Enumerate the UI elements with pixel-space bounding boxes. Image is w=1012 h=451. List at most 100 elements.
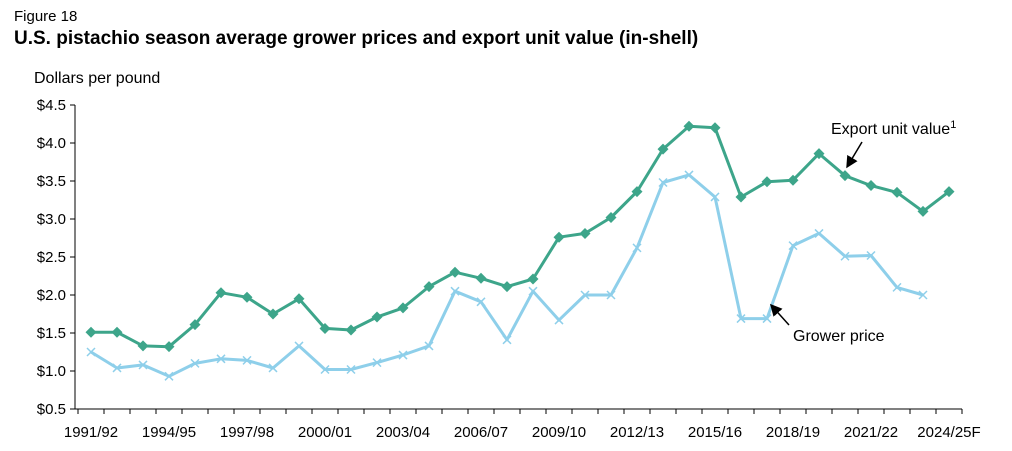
export-unit-value-point — [761, 176, 773, 188]
figure-label: Figure 18 — [14, 8, 78, 25]
export-unit-value-line — [91, 124, 950, 349]
export-unit-value-point — [683, 120, 695, 132]
grower-price-point — [632, 243, 642, 253]
export-unit-value-point — [215, 287, 227, 299]
grower-price-point — [736, 314, 746, 324]
grower-price-point — [346, 364, 356, 375]
x-tick-label: 2000/01 — [298, 424, 352, 441]
grower-price-point — [190, 358, 200, 368]
grower-price-point — [242, 355, 252, 365]
export-unit-value-point — [787, 174, 799, 186]
export-unit-value-point — [813, 148, 825, 160]
grower-price-point — [892, 282, 902, 292]
grower-price-point — [788, 241, 798, 251]
export-unit-value-label-text: Export unit value — [831, 121, 950, 138]
grower-price-point — [710, 192, 720, 202]
grower-price-point — [684, 170, 694, 180]
series-grower-price — [86, 170, 928, 381]
export-unit-value-point — [631, 186, 643, 198]
x-tick-label: 2012/13 — [610, 424, 664, 441]
grower-price-arrow — [769, 303, 790, 326]
export-unit-value-point — [605, 211, 617, 223]
export-unit-value-point — [475, 272, 487, 284]
export-unit-value-point — [371, 311, 383, 323]
y-tick-label: $2.0 — [37, 287, 66, 304]
x-tick-label: 2006/07 — [454, 424, 508, 441]
export-unit-value-point — [163, 341, 175, 353]
x-tick-label: 2018/19 — [766, 424, 820, 441]
y-tick-label: $4.0 — [37, 135, 66, 152]
grower-price-point — [424, 341, 434, 351]
x-tick-label: 2009/10 — [532, 424, 586, 441]
export-unit-value-point — [189, 319, 201, 331]
x-tick-label: 1994/95 — [142, 424, 196, 441]
export-unit-value-point — [553, 231, 565, 243]
grower-price-point — [372, 358, 382, 368]
grower-price-point — [840, 251, 850, 261]
grower-price-point — [86, 347, 96, 357]
grower-price-point — [580, 290, 590, 300]
export-unit-value-point — [293, 293, 305, 305]
grower-price-point — [866, 250, 876, 261]
export-unit-value-point — [917, 205, 929, 217]
grower-price-point — [658, 177, 668, 188]
export-unit-value-point — [137, 340, 149, 352]
x-tick-label: 2015/16 — [688, 424, 742, 441]
export-unit-value-point — [735, 191, 747, 203]
export-unit-value-point — [449, 266, 461, 278]
y-tick-label: $4.5 — [37, 97, 66, 114]
grower-price-point — [606, 290, 616, 300]
grower-price-label: Grower price — [793, 328, 885, 345]
export-unit-value-point — [85, 326, 97, 338]
export-unit-value-point — [423, 281, 435, 293]
grower-price-point — [268, 363, 278, 373]
y-tick-label: $1.5 — [37, 325, 66, 342]
x-tick-label: 1991/92 — [64, 424, 118, 441]
export-unit-value-point — [865, 180, 877, 192]
grower-price-point — [164, 371, 174, 381]
chart-title: U.S. pistachio season average grower pri… — [14, 28, 699, 49]
export-unit-value-point — [709, 122, 721, 134]
grower-price-point — [216, 354, 226, 364]
grower-price-point — [320, 364, 330, 375]
x-tick-label: 2024/25F — [917, 424, 980, 441]
export-unit-value-point — [345, 324, 357, 336]
y-tick-label: $3.0 — [37, 211, 66, 228]
grower-price-point — [476, 297, 486, 307]
grower-price-point — [918, 290, 928, 300]
x-tick-label: 2003/04 — [376, 424, 430, 441]
y-tick-label: $0.5 — [37, 401, 66, 418]
grower-price-point — [294, 341, 304, 351]
y-tick-label: $1.0 — [37, 363, 66, 380]
export-unit-value-point — [943, 186, 955, 198]
grower-price-point — [762, 314, 772, 324]
export-unit-value-point — [891, 186, 903, 198]
export-unit-value-point — [267, 308, 279, 320]
export-unit-value-point — [397, 302, 409, 314]
export-unit-value-point — [657, 143, 669, 155]
series-export-unit-value — [85, 120, 955, 353]
grower-price-point — [112, 363, 122, 373]
grower-price-point — [502, 335, 512, 345]
grower-price-point — [554, 315, 564, 325]
grower-price-point — [138, 360, 148, 370]
y-tick-label: $2.5 — [37, 249, 66, 266]
grower-price-line — [90, 173, 924, 378]
y-tick-label: $3.5 — [37, 173, 66, 190]
export-unit-value-point — [111, 326, 123, 338]
y-axis-label: Dollars per pound — [34, 70, 161, 87]
export-unit-value-point — [839, 170, 851, 182]
grower-price-point — [814, 228, 824, 238]
export-unit-value-point — [501, 281, 513, 293]
export-unit-value-point — [319, 322, 331, 334]
export-unit-value-label: Export unit value1 — [831, 119, 956, 138]
export-unit-value-arrow — [846, 141, 863, 169]
export-unit-value-point — [527, 273, 539, 285]
x-tick-label: 2021/22 — [844, 424, 898, 441]
grower-price-point — [528, 286, 538, 296]
grower-price-point — [450, 286, 460, 296]
export-unit-value-point — [579, 227, 591, 239]
grower-price-point — [398, 350, 408, 360]
export-unit-value-point — [241, 291, 253, 303]
